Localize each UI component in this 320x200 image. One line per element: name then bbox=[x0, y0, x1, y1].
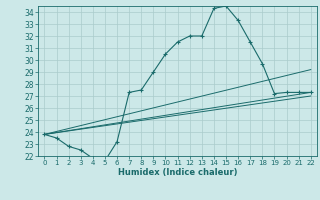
X-axis label: Humidex (Indice chaleur): Humidex (Indice chaleur) bbox=[118, 168, 237, 177]
